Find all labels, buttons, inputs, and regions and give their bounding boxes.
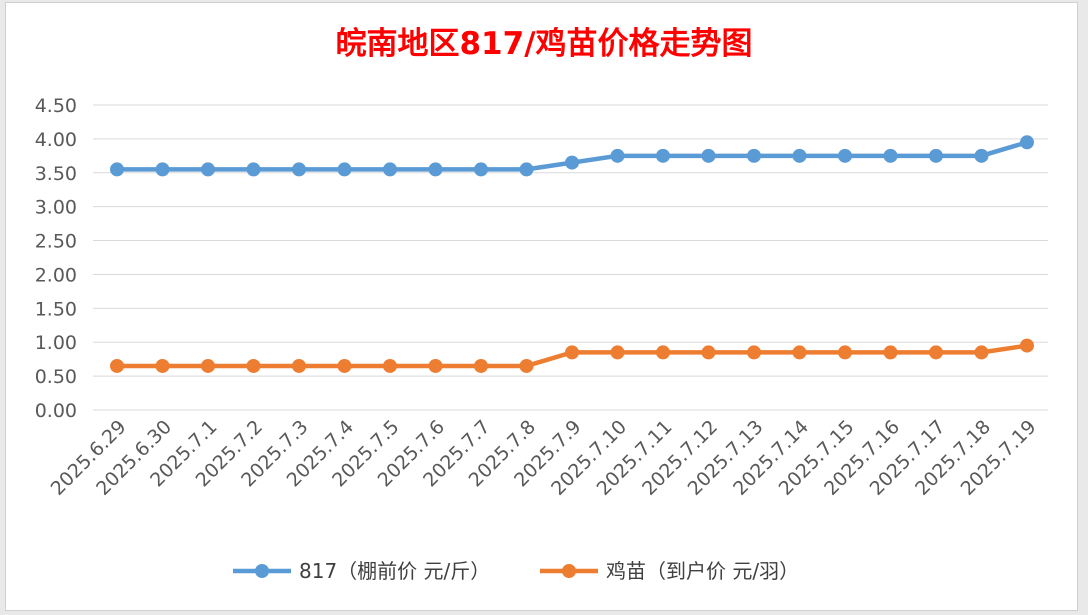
legend: 817（棚前价 元/斤） 鸡苗（到户价 元/羽） — [233, 559, 799, 583]
data-point — [474, 358, 488, 373]
series-1 — [110, 135, 1034, 177]
legend-marker — [255, 564, 269, 578]
data-point — [565, 155, 579, 170]
data-point — [155, 358, 170, 373]
data-point — [428, 162, 443, 177]
y-axis-ticks: 0.00 0.50 1.00 1.50 2.00 2.50 3.00 3.50 4.00 4.50 — [35, 95, 77, 422]
data-point — [155, 162, 170, 177]
series-2 — [110, 338, 1034, 373]
chart-frame — [5, 2, 1078, 611]
data-point — [610, 148, 625, 163]
y-tick-label: 2.00 — [35, 264, 77, 286]
data-point — [383, 358, 397, 373]
data-point — [883, 345, 898, 360]
y-tick-label: 1.50 — [35, 298, 77, 320]
y-tick-label: 0.50 — [35, 366, 77, 388]
legend-item: 鸡苗（到户价 元/羽） — [540, 559, 799, 583]
data-point — [974, 345, 989, 360]
data-point — [1020, 135, 1034, 150]
y-tick-label: 3.00 — [35, 197, 77, 219]
data-point — [656, 345, 670, 360]
data-point — [929, 148, 943, 163]
y-tick-label: 4.50 — [35, 95, 77, 117]
data-point — [519, 162, 534, 177]
data-point — [610, 345, 625, 360]
data-point — [883, 148, 898, 163]
data-point — [201, 358, 215, 373]
data-point — [656, 148, 670, 163]
data-point — [337, 358, 352, 373]
chart-title: 皖南地区817/鸡苗价格走势图 — [335, 26, 752, 62]
data-point — [292, 162, 306, 177]
y-tick-label: 4.00 — [35, 129, 77, 151]
data-point — [292, 358, 306, 373]
data-point — [838, 345, 852, 360]
data-point — [428, 358, 443, 373]
data-point — [701, 345, 716, 360]
y-tick-label: 3.50 — [35, 163, 77, 185]
data-point — [701, 148, 716, 163]
y-tick-label: 0.00 — [35, 400, 77, 422]
data-point — [519, 358, 534, 373]
gridlines — [93, 104, 1048, 411]
data-point — [110, 162, 124, 177]
y-tick-label: 1.00 — [35, 332, 77, 354]
data-point — [974, 148, 989, 163]
series-layer — [110, 135, 1034, 373]
y-tick-label: 2.50 — [35, 231, 77, 253]
data-point — [246, 358, 261, 373]
x-axis-ticks: 2025.6.292025.6.302025.7.12025.7.22025.7… — [47, 416, 1041, 500]
data-point — [747, 148, 761, 163]
legend-label: 鸡苗（到户价 元/羽） — [606, 559, 799, 583]
data-point — [747, 345, 761, 360]
data-point — [929, 345, 943, 360]
data-point — [565, 345, 579, 360]
data-point — [838, 148, 852, 163]
legend-item: 817（棚前价 元/斤） — [233, 559, 490, 583]
data-point — [474, 162, 488, 177]
data-point — [337, 162, 352, 177]
data-point — [110, 358, 124, 373]
data-point — [201, 162, 215, 177]
data-point — [792, 148, 807, 163]
data-point — [1020, 338, 1034, 353]
legend-marker — [562, 564, 576, 578]
legend-label: 817（棚前价 元/斤） — [299, 559, 490, 583]
data-point — [246, 162, 261, 177]
data-point — [792, 345, 807, 360]
data-point — [383, 162, 397, 177]
